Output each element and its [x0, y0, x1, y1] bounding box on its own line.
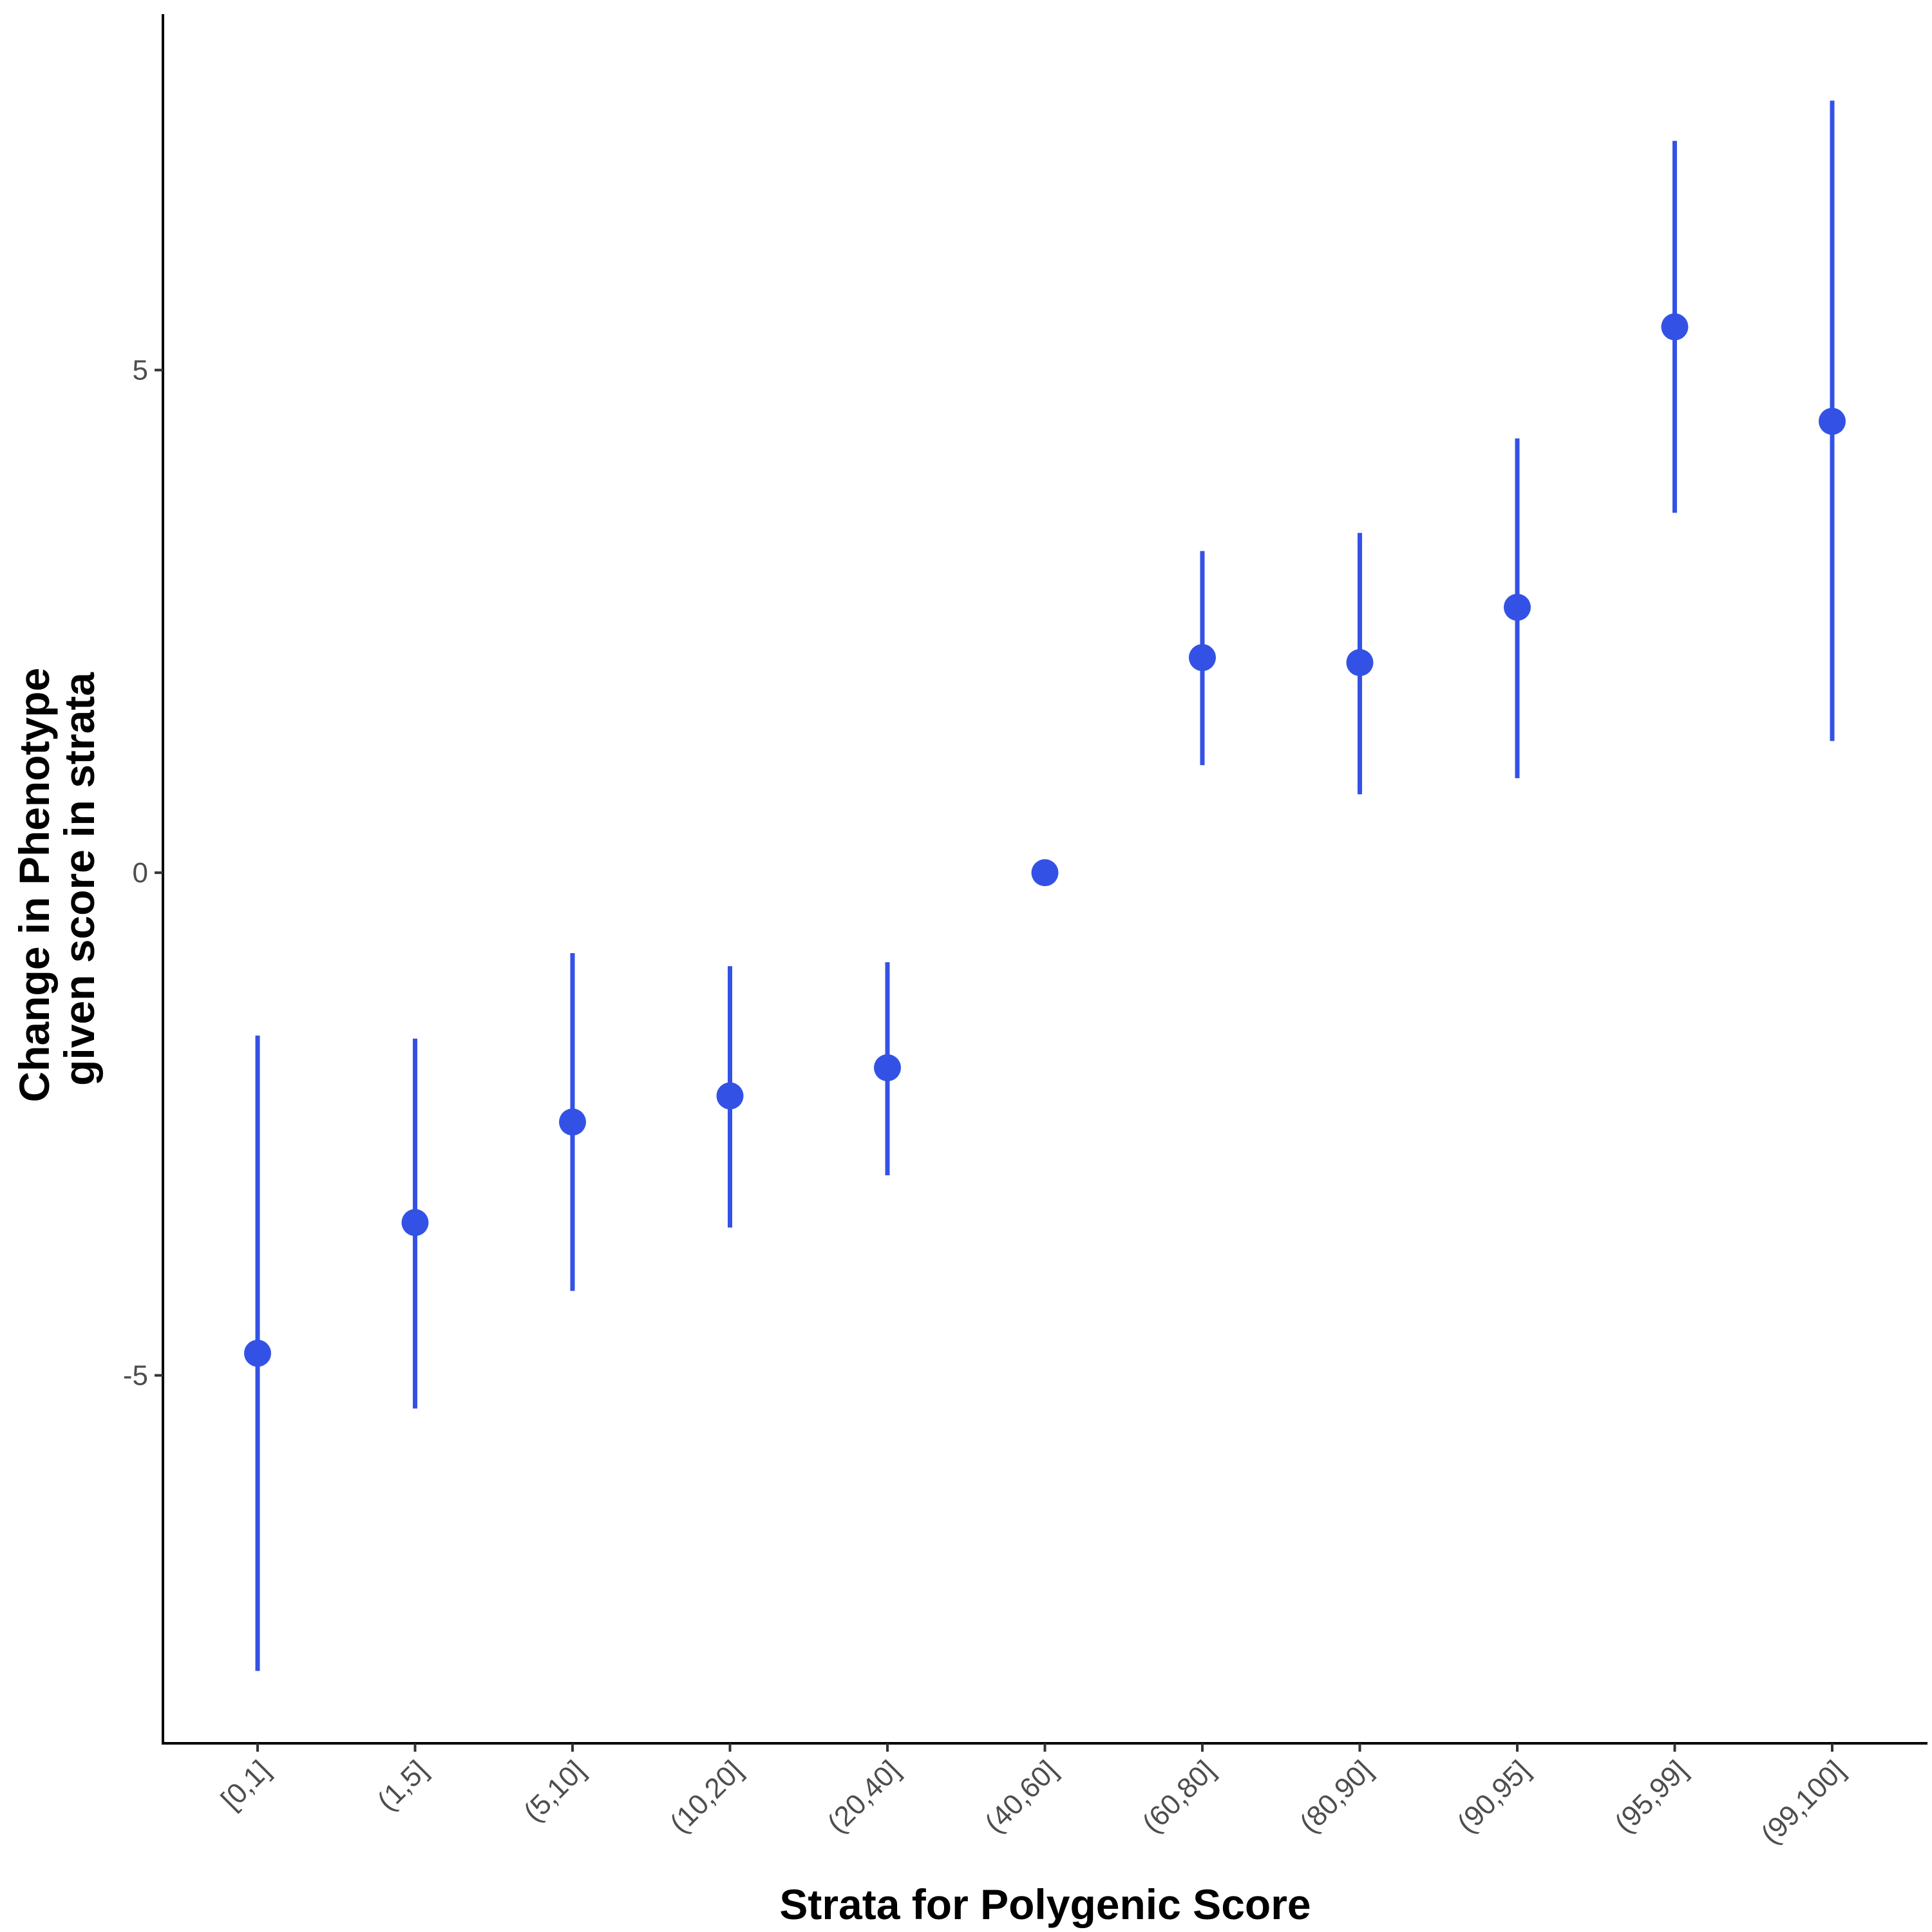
x-ticks: [0,1] (1,5] (5,10] (10,20] (20,40] (40,60] (60… — [215, 1743, 1851, 1850]
data-point — [1346, 649, 1374, 676]
data-point — [716, 1082, 744, 1110]
x-tick-label: (80,90] — [1294, 1754, 1379, 1839]
y-tick-label: -5 — [123, 1360, 148, 1392]
data-point — [1819, 408, 1846, 435]
x-tick-label: [0,1] — [215, 1754, 276, 1815]
x-tick-label: (10,20] — [664, 1754, 749, 1839]
data-point — [874, 1054, 901, 1081]
x-tick-label: (40,60] — [979, 1754, 1064, 1839]
y-tick-label: 0 — [133, 857, 148, 889]
data-point — [1189, 644, 1216, 672]
x-tick-label: (1,5] — [372, 1754, 434, 1817]
y-axis-title-line-2: given score in strata — [55, 672, 103, 1086]
x-tick-label: (60,80] — [1137, 1754, 1222, 1839]
x-axis-title: Strata for Polygenic Score — [779, 1880, 1311, 1928]
data-point — [1504, 594, 1531, 621]
data-point — [1031, 859, 1059, 887]
x-tick-label: (95,99] — [1609, 1754, 1694, 1839]
x-tick-label: (5,10] — [518, 1754, 591, 1828]
y-axis-title-line-1: Change in Phenotype — [10, 668, 58, 1103]
y-ticks: -5 0 5 — [123, 355, 163, 1392]
data-point — [401, 1209, 429, 1236]
data-point — [1661, 313, 1689, 341]
x-tick-label: (90,95] — [1452, 1754, 1537, 1839]
x-tick-label: (99,100] — [1755, 1754, 1851, 1850]
y-axis-title: Change in Phenotype given score in strat… — [10, 656, 103, 1102]
chart-marks — [244, 100, 1846, 1671]
y-tick-label: 5 — [133, 355, 148, 386]
data-point — [559, 1108, 586, 1136]
x-tick-label: (20,40] — [822, 1754, 907, 1839]
data-point — [244, 1340, 271, 1367]
